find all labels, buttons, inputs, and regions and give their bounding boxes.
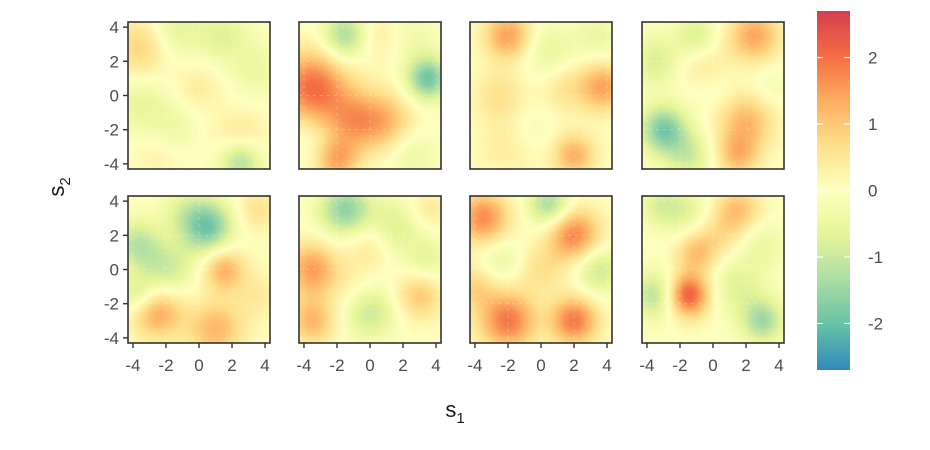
x-tick-label: 2 — [398, 356, 407, 375]
x-tick-label: -4 — [125, 356, 140, 375]
colorbar-tick-label: 2 — [868, 49, 877, 68]
x-tick-label: -4 — [639, 356, 654, 375]
heatmap-raster — [128, 196, 270, 343]
x-tick-label: -4 — [296, 356, 311, 375]
x-tick-label: 4 — [431, 356, 440, 375]
x-tick-label: -2 — [500, 356, 515, 375]
x-tick-label: -2 — [158, 356, 173, 375]
facet-panel-8 — [641, 195, 785, 344]
y-tick-label: -2 — [104, 121, 119, 140]
facet-panel-2 — [298, 21, 442, 170]
x-tick-label: 0 — [194, 356, 203, 375]
colorbar-ticks: -2 -1 0 1 2 — [817, 49, 883, 333]
heatmap-raster — [642, 196, 784, 343]
heatmap-raster — [128, 22, 270, 169]
x-tick-label: 4 — [260, 356, 269, 375]
y-tick-label: 0 — [110, 87, 119, 106]
axes: -4 -2 0 2 4 -4 -2 0 2 4 -4 -2 0 2 4 -4 -2 0 2 4 -4 -2 0 2 4 -4 -2 0… — [104, 18, 784, 375]
heatmap-raster — [642, 22, 784, 169]
x-tick-label: -2 — [329, 356, 344, 375]
y-tick-label: 4 — [110, 192, 119, 211]
y-tick-label: 4 — [110, 18, 119, 37]
y-axis-title: s2 — [44, 177, 74, 196]
y-tick-label: 2 — [110, 226, 119, 245]
facet-panels — [127, 21, 785, 344]
x-tick-label: 4 — [602, 356, 611, 375]
facet-panel-1 — [127, 21, 271, 170]
x-tick-label: 4 — [774, 356, 783, 375]
panel-border — [298, 21, 442, 170]
panel-border — [469, 21, 613, 170]
x-tick-label: -2 — [672, 356, 687, 375]
panel-border — [641, 21, 785, 170]
x-axis-title: s1 — [445, 397, 464, 427]
facet-panel-4 — [641, 21, 785, 170]
heatmap-raster — [470, 22, 612, 169]
y-tick-label: -4 — [104, 155, 119, 174]
y-tick-label: 2 — [110, 52, 119, 71]
facet-panel-7 — [469, 195, 613, 344]
heatmap-raster — [299, 196, 441, 343]
x-tick-label: 0 — [708, 356, 717, 375]
colorbar-tick-label: 0 — [868, 182, 877, 201]
y-tick-label: -2 — [104, 295, 119, 314]
x-tick-label: 2 — [569, 356, 578, 375]
colorbar-legend: -2 -1 0 1 2 — [817, 11, 883, 370]
heatmap-raster — [299, 22, 441, 169]
x-tick-label: 0 — [365, 356, 374, 375]
x-tick-label: -4 — [467, 356, 482, 375]
facet-panel-6 — [298, 195, 442, 344]
x-tick-label: 2 — [227, 356, 236, 375]
y-tick-label: -4 — [104, 329, 119, 348]
y-tick-label: 0 — [110, 261, 119, 280]
colorbar-tick-label: -1 — [868, 248, 883, 267]
x-tick-label: 0 — [536, 356, 545, 375]
colorbar-tick-label: -2 — [868, 314, 883, 333]
colorbar-tick-label: 1 — [868, 115, 877, 134]
facet-panel-5 — [127, 195, 271, 344]
heatmap-raster — [470, 196, 612, 343]
x-tick-label: 2 — [741, 356, 750, 375]
facet-panel-3 — [469, 21, 613, 170]
